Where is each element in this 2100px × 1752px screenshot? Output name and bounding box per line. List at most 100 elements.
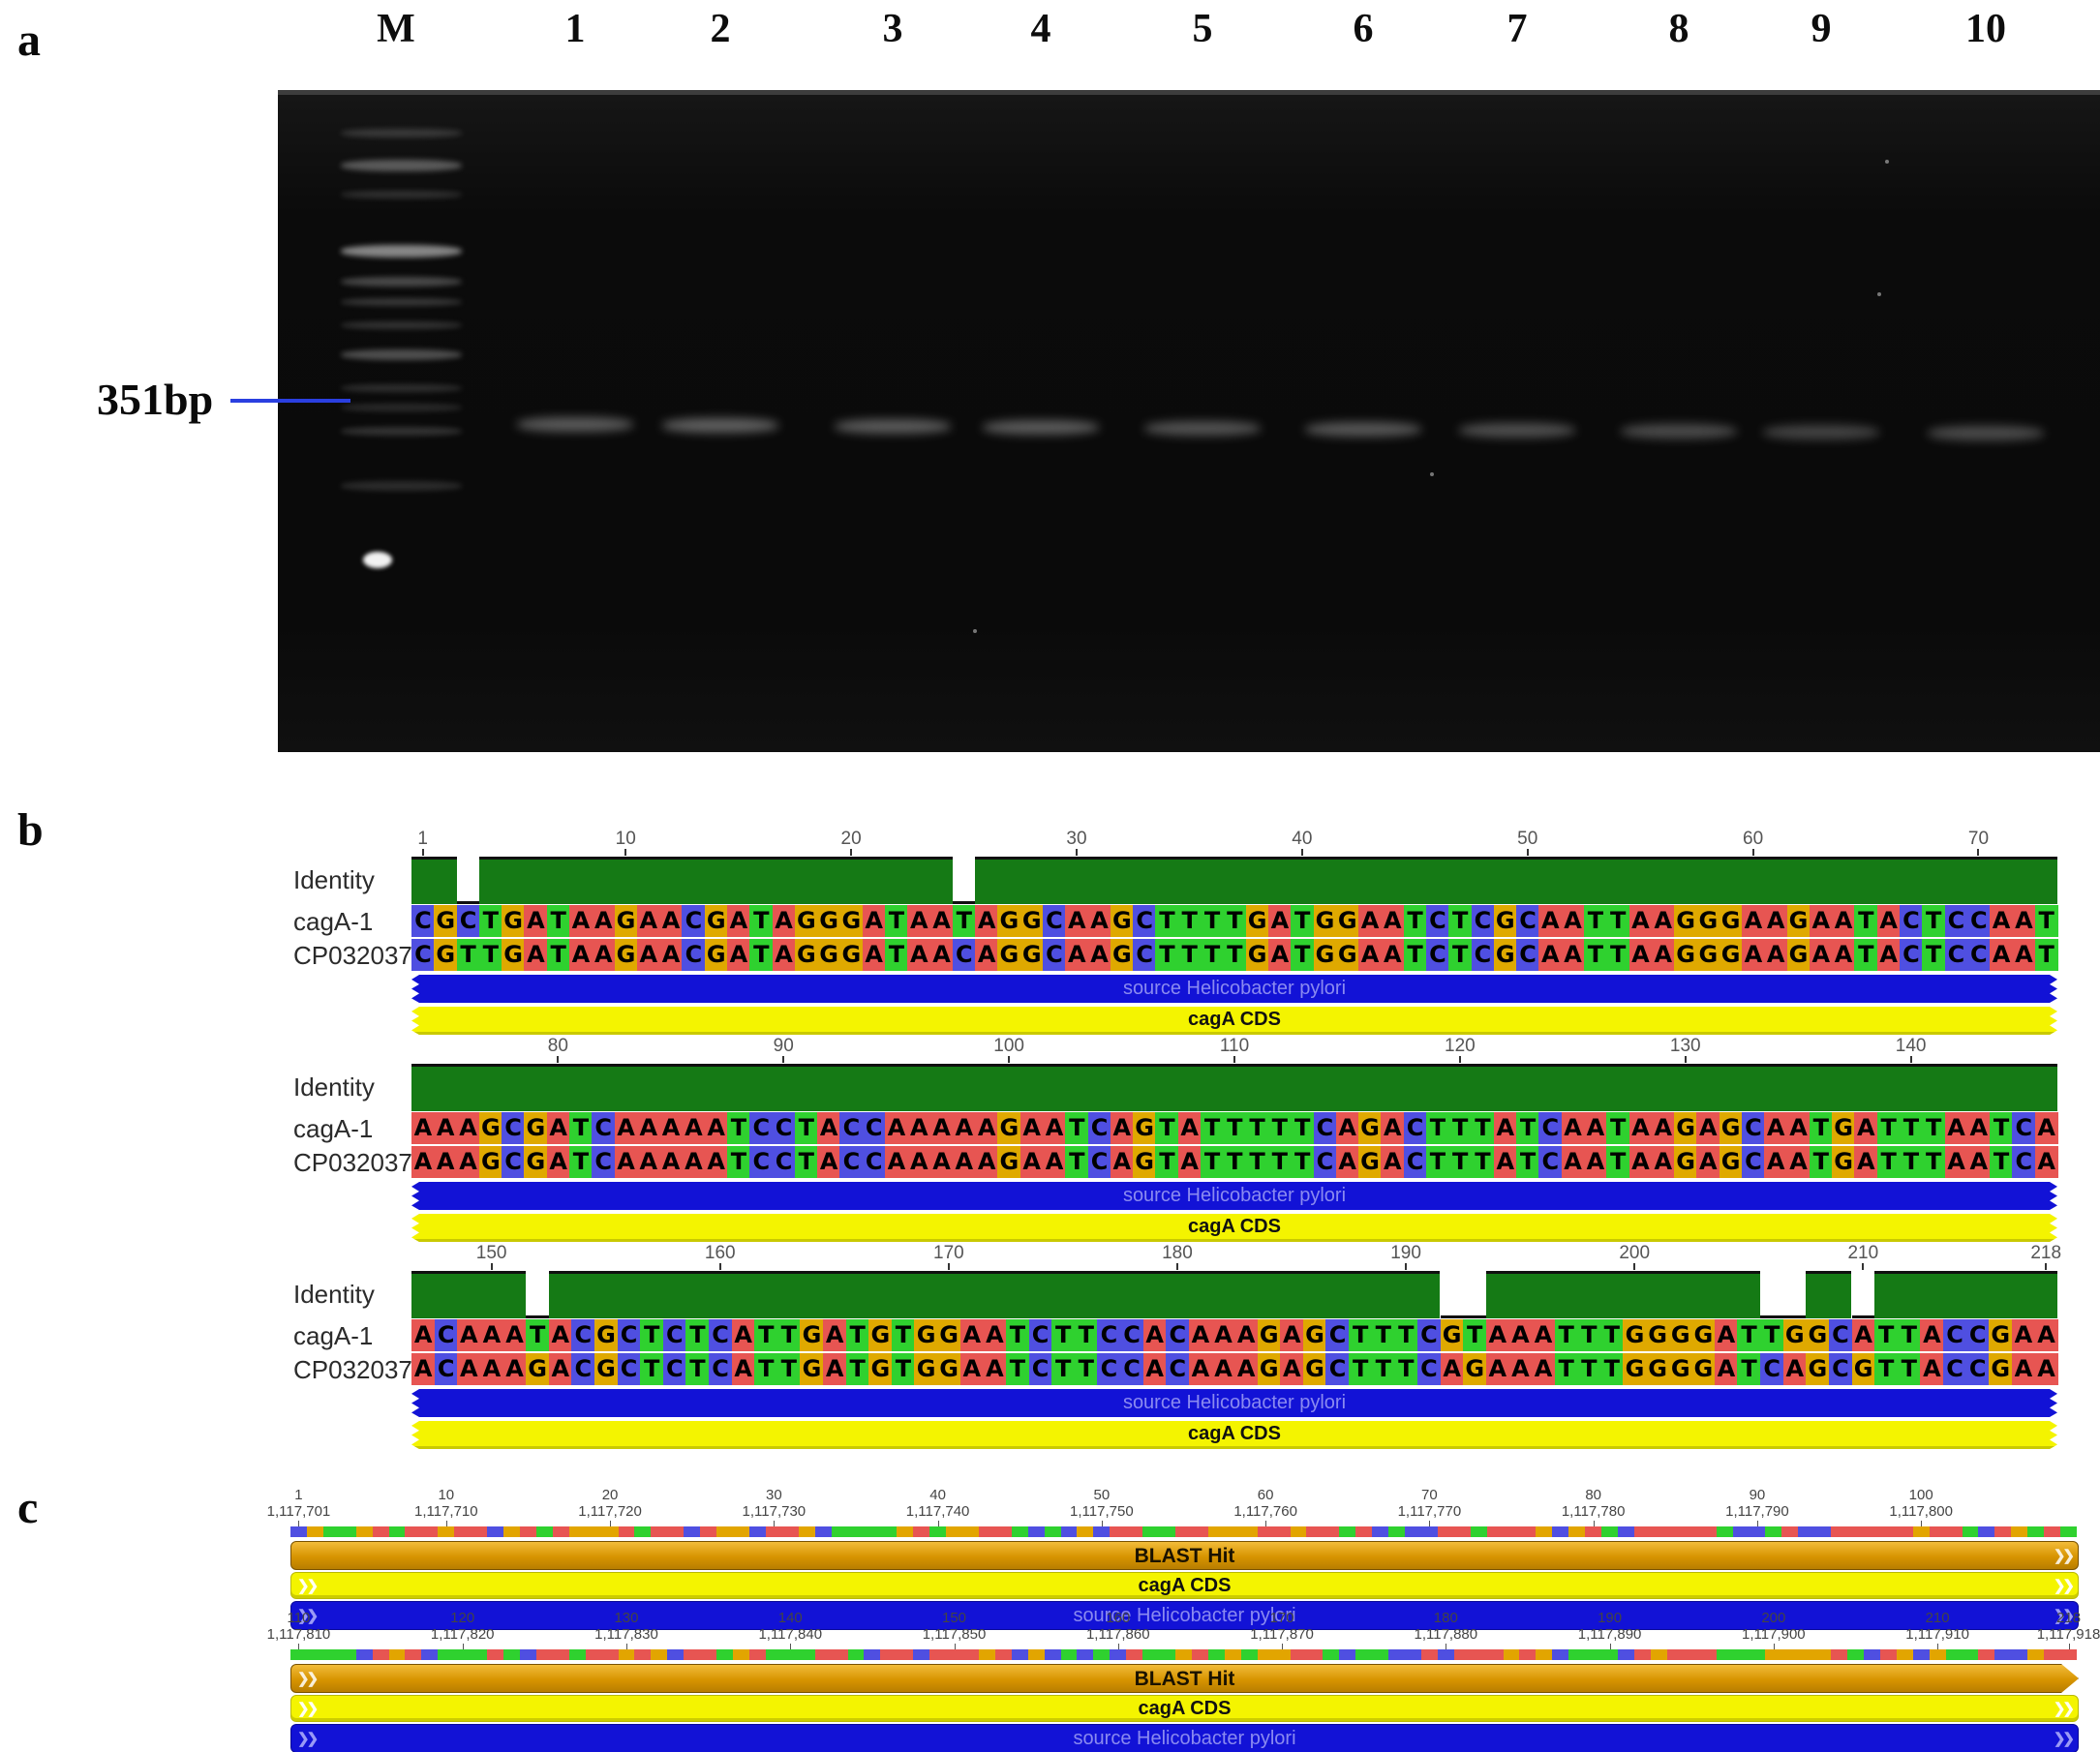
strip-segment: [961, 1526, 980, 1537]
identity-segment: [1485, 1271, 1761, 1318]
source-annotation-bar: source Helicobacter pylori: [411, 1182, 2057, 1210]
source-annotation-bar: source Helicobacter pylori: [411, 1389, 2057, 1417]
base-cell: G: [1313, 905, 1337, 937]
base-cell: T: [1448, 1146, 1473, 1178]
strip-segment: [487, 1649, 504, 1660]
sample-band-lane-1: [517, 417, 633, 432]
base-cell: G: [1646, 1319, 1670, 1351]
strip-segment: [421, 1526, 439, 1537]
cds-annotation-label: cagA CDS: [1188, 1216, 1281, 1237]
strip-segment: [372, 1526, 390, 1537]
strip-segment: [1601, 1649, 1619, 1660]
base-cell: G: [1133, 1112, 1157, 1144]
genome-ruler-tick: [298, 1521, 300, 1526]
genome-position-label: 100: [1908, 1487, 1933, 1503]
base-cell: G: [794, 939, 818, 971]
base-cell: T: [1403, 939, 1427, 971]
base-cell: T: [569, 1146, 593, 1178]
strip-segment: [1257, 1526, 1275, 1537]
genome-position-label: 1: [294, 1487, 303, 1503]
base-cell: A: [1177, 1112, 1202, 1144]
base-cell: A: [1628, 1146, 1653, 1178]
base-cell: T: [776, 1353, 801, 1385]
base-cell: T: [1291, 1146, 1315, 1178]
base-cell: A: [1966, 1146, 1991, 1178]
sample-band-lane-4: [983, 420, 1099, 435]
ruler-tick: [557, 1056, 560, 1063]
strip-segment: [438, 1649, 455, 1660]
strip-segment: [1372, 1649, 1389, 1660]
ruler-tick-label: 210: [1847, 1243, 1879, 1263]
base-cell: T: [794, 1112, 818, 1144]
base-cell: T: [1349, 1353, 1373, 1385]
strip-segment: [290, 1526, 308, 1537]
base-cell: C: [1471, 939, 1495, 971]
base-cell: C: [2012, 1112, 2036, 1144]
base-cell: A: [1966, 1112, 1991, 1144]
alignment-block-3: 150 160 170 180 190 200 210 218 Identity cagA-1 CP…: [0, 1243, 2100, 1449]
base-cell: T: [1448, 905, 1473, 937]
genome-ruler-tick: [1756, 1521, 1758, 1526]
strip-segment: [1896, 1526, 1914, 1537]
lane-label-3: 3: [882, 7, 903, 51]
base-cell: A: [952, 1146, 976, 1178]
strip-segment: [880, 1649, 898, 1660]
strip-segment: [1716, 1649, 1734, 1660]
marker-ladder-band: [341, 384, 462, 392]
strip-segment: [1388, 1649, 1406, 1660]
base-cell: T: [569, 1112, 593, 1144]
base-cell: A: [569, 939, 593, 971]
base-cell: A: [636, 939, 660, 971]
base-cell: G: [434, 905, 458, 937]
base-cell: T: [1051, 1319, 1076, 1351]
base-cell: T: [1223, 939, 1247, 971]
base-cell: G: [1674, 939, 1697, 971]
base-cell: G: [1674, 1146, 1697, 1178]
base-cell: C: [952, 939, 976, 971]
base-cell: G: [1806, 1319, 1830, 1351]
base-cell: G: [704, 905, 728, 937]
strip-segment: [1339, 1649, 1356, 1660]
dust-speck: [973, 629, 977, 633]
base-cell: T: [1177, 905, 1202, 937]
strip-segment: [1847, 1649, 1865, 1660]
base-cell: T: [1201, 1112, 1224, 1144]
base-cell: G: [1257, 1319, 1281, 1351]
base-cell: A: [1786, 1146, 1811, 1178]
base-cell: C: [839, 1146, 864, 1178]
strip-segment: [798, 1526, 816, 1537]
strip-segment: [1175, 1649, 1193, 1660]
strip-segment: [1863, 1649, 1881, 1660]
sequence-name-cp032037: CP032037: [293, 941, 412, 970]
base-cell: A: [548, 1319, 572, 1351]
base-cell: C: [411, 905, 435, 937]
base-cell: T: [1471, 1112, 1495, 1144]
cds-bar: cagA CDS ❯❯ ❯❯: [290, 1572, 2079, 1599]
base-cell: T: [1876, 1146, 1901, 1178]
genome-position-label: 160: [1106, 1610, 1131, 1626]
identity-label: Identity: [293, 1280, 375, 1309]
strip-segment: [421, 1649, 439, 1660]
base-cell: A: [1381, 1146, 1405, 1178]
strip-segment: [388, 1649, 406, 1660]
strip-segment: [1142, 1526, 1160, 1537]
base-cell: T: [1599, 1319, 1624, 1351]
ruler-tick: [1633, 1263, 1636, 1270]
strip-segment: [1831, 1649, 1848, 1660]
base-cell: C: [1119, 1319, 1144, 1351]
genome-coordinate-label: 1,117,910: [1905, 1626, 1969, 1643]
base-cell: A: [1381, 1112, 1405, 1144]
strip-segment: [1568, 1649, 1586, 1660]
strip-segment: [700, 1526, 717, 1537]
base-cell: T: [1074, 1319, 1098, 1351]
ruler-tick: [1300, 849, 1303, 856]
strip-segment: [1994, 1649, 2012, 1660]
base-cell: G: [1691, 1319, 1716, 1351]
strip-segment: [1798, 1526, 1815, 1537]
base-cell: A: [1335, 1112, 1359, 1144]
base-cell: A: [636, 905, 660, 937]
strip-segment: [1683, 1526, 1701, 1537]
strip-segment: [765, 1526, 783, 1537]
base-cell: A: [682, 1146, 706, 1178]
